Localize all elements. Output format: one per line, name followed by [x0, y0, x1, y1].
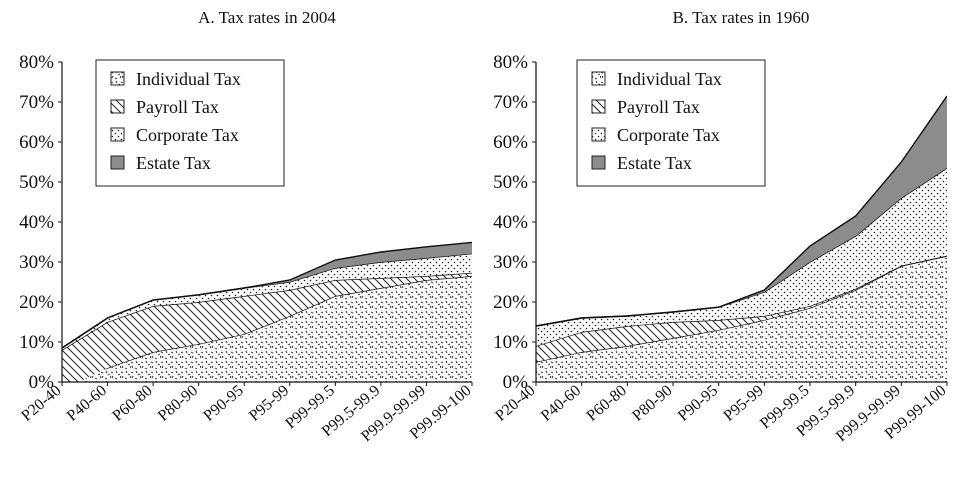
panel-a-y-tick-label: 50% — [19, 172, 54, 193]
panel-a-x-tick-label: P40-60 — [64, 382, 110, 425]
panel-b-area-corporate — [536, 168, 947, 346]
panel-b-legend-swatch-individual — [591, 71, 606, 86]
panel-a-y-tick-label: 40% — [19, 212, 54, 233]
panel-a-y-tick-label: 10% — [19, 332, 54, 353]
panel-a-area-corporate — [62, 253, 472, 350]
panel-b-y-tick-label: 40% — [493, 212, 528, 233]
panel-a-y-tick-label: 80% — [19, 52, 54, 73]
panel-a-legend-estate: Estate Tax — [136, 153, 211, 173]
panel-a-areas — [62, 241, 472, 382]
panel-b-x-tick-label: P80-90 — [629, 382, 675, 425]
panel-b-y-tick-label: 30% — [493, 252, 528, 273]
panel-a-area-payroll — [62, 272, 472, 382]
panel-b: B. Tax rates in 1960 0% 10% 20% 30% 40% 50% 60… — [492, 8, 949, 445]
panel-a-x-tick-label: P60-80 — [109, 382, 155, 425]
panel-a-line-estate — [62, 241, 472, 349]
panel-a-legend-swatch-estate — [110, 155, 125, 170]
panel-b-x-tick-label: P90-95 — [675, 382, 721, 425]
panel-b-line-estate — [536, 95, 947, 327]
panel-b-area-payroll — [536, 255, 947, 362]
panel-a-legend: Individual Tax Payroll Tax Corporate Tax… — [95, 59, 285, 187]
panel-b-area-individual — [536, 256, 947, 382]
panel-a-legend-individual: Individual Tax — [136, 69, 241, 89]
panel-a-x-tick-label: P90-95 — [200, 382, 246, 425]
panel-a-x-tick-label: P80-90 — [155, 382, 201, 425]
panel-b-legend-box — [576, 59, 766, 187]
panel-b-legend: Individual Tax Payroll Tax Corporate Tax… — [576, 59, 766, 187]
panel-b-y-tick-label: 20% — [493, 292, 528, 313]
panel-b-legend-swatch-corporate — [591, 127, 606, 142]
panel-b-x-tick-label: P40-60 — [538, 382, 584, 425]
panel-b-y-tick-label: 0% — [503, 372, 529, 393]
panel-a-y-tick-label: 70% — [19, 92, 54, 113]
panel-b-y-tick-label: 70% — [493, 92, 528, 113]
panel-b-area-estate — [536, 96, 947, 326]
panel-a-legend-payroll: Payroll Tax — [136, 97, 219, 117]
panel-b-y-tick-label: 80% — [493, 52, 528, 73]
panel-b-y-tick-label: 60% — [493, 132, 528, 153]
panel-b-areas — [536, 95, 947, 382]
panel-b-title: B. Tax rates in 1960 — [673, 8, 810, 27]
panel-b-legend-estate: Estate Tax — [617, 153, 692, 173]
panel-a-y-tick-label: 20% — [19, 292, 54, 313]
panel-a-y-tick-label: 0% — [29, 372, 55, 393]
panel-a-title: A. Tax rates in 2004 — [198, 8, 336, 27]
panel-a-legend-swatch-corporate — [110, 127, 125, 142]
panel-a-y-tick-label: 60% — [19, 132, 54, 153]
panel-a-legend-swatch-individual — [110, 71, 125, 86]
panel-b-x-tick-label: P60-80 — [584, 382, 630, 425]
panel-a-y-tick-label: 30% — [19, 252, 54, 273]
panel-a: A. Tax rates in 2004 0% 10% 20% 30% 40% 50% 60… — [18, 8, 474, 445]
panel-a-area-estate — [62, 242, 472, 348]
panel-b-y-tick-label: 10% — [493, 332, 528, 353]
panel-b-legend-swatch-payroll — [591, 99, 606, 114]
panel-b-legend-payroll: Payroll Tax — [617, 97, 700, 117]
panel-b-legend-corporate: Corporate Tax — [617, 125, 720, 145]
panel-b-y-tick-label: 50% — [493, 172, 528, 193]
panel-a-legend-box — [95, 59, 285, 187]
panel-a-legend-corporate: Corporate Tax — [136, 125, 239, 145]
panel-b-legend-swatch-estate — [591, 155, 606, 170]
panel-a-legend-swatch-payroll — [110, 99, 125, 114]
panel-b-legend-individual: Individual Tax — [617, 69, 722, 89]
panel-a-area-individual — [62, 276, 472, 382]
